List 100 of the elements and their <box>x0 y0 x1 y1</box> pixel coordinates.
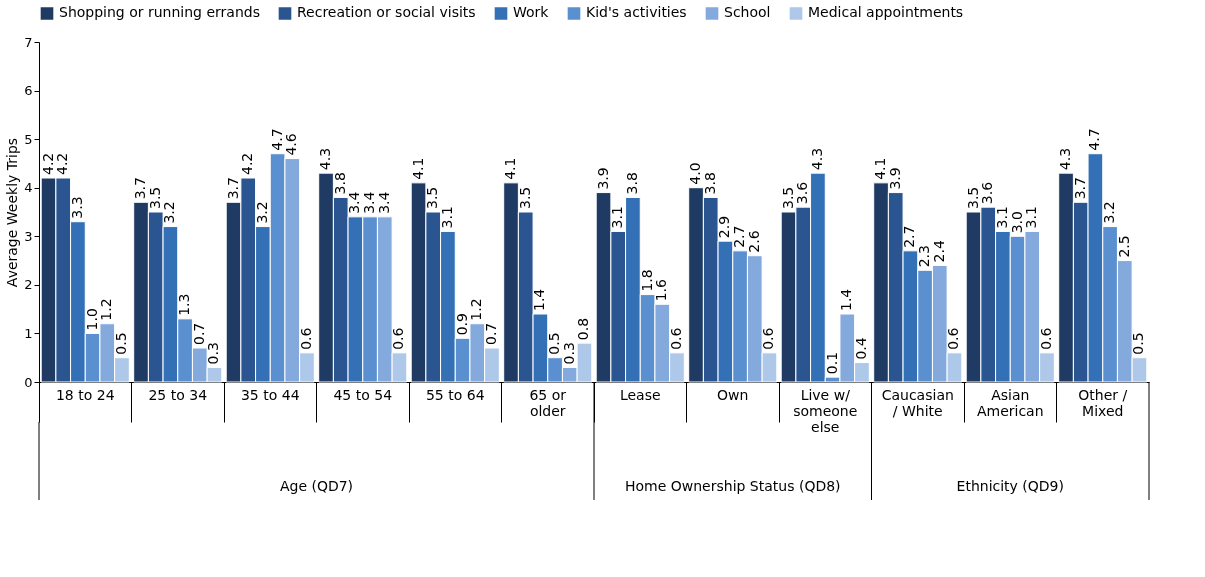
text: 4.1 <box>872 157 889 180</box>
text: 3.5 <box>516 186 533 209</box>
text: 4.7 <box>268 128 285 151</box>
y-axis-title: Average Weekly Trips <box>4 137 21 288</box>
text: 1.3 <box>176 293 193 316</box>
text: 3.1 <box>609 206 626 229</box>
text: 0.6 <box>667 327 684 350</box>
text: 3.2 <box>1101 201 1118 224</box>
text: 2.4 <box>930 240 947 263</box>
text: 3.9 <box>594 167 611 190</box>
text: 3.9 <box>886 167 903 190</box>
text: 0.9 <box>453 313 470 336</box>
y-tick-label: 6 <box>24 83 33 99</box>
text: 4.1 <box>502 157 519 180</box>
text: 3.4 <box>375 191 392 214</box>
text: 3.4 <box>346 191 363 214</box>
text: 0.8 <box>575 317 592 341</box>
x-tick-label: Lease <box>619 386 661 403</box>
text: 0.4 <box>852 337 869 360</box>
text: 3.6 <box>979 181 996 205</box>
text: 0.6 <box>297 327 314 350</box>
text: 3.5 <box>424 186 441 209</box>
text: 3.5 <box>146 186 163 209</box>
text: 0.6 <box>945 327 962 350</box>
legend-label: Shopping or running errands <box>59 4 260 21</box>
text: 3.7 <box>224 177 241 200</box>
text: 3.2 <box>253 201 270 224</box>
text: 2.7 <box>901 225 918 248</box>
text: 3.1 <box>993 206 1010 229</box>
y-tick-label: 1 <box>24 325 33 341</box>
text: 0.3 <box>205 342 222 365</box>
text: 4.6 <box>283 133 300 156</box>
text: 4.1 <box>409 157 426 180</box>
text: 3.1 <box>438 206 455 229</box>
text: 4.3 <box>808 147 825 171</box>
text: 1.0 <box>83 308 100 331</box>
text: Ethnicity (QD9) <box>956 478 1064 494</box>
x-tick-label: 35 to 44 <box>240 386 300 403</box>
y-tick-label: 7 <box>24 34 33 50</box>
text: 2.3 <box>916 245 933 268</box>
text: 0.1 <box>823 351 840 375</box>
legend-label: Medical appointments <box>808 4 964 21</box>
text: 0.5 <box>546 332 563 355</box>
text: 0.6 <box>390 327 407 350</box>
text: 3.8 <box>623 172 640 195</box>
x-tick-label: 25 to 34 <box>148 386 208 403</box>
x-tick-label: 45 to 54 <box>333 386 393 403</box>
text: 1.4 <box>531 288 548 311</box>
text: Home Ownership Status (QD8) <box>624 478 841 494</box>
text: 0.5 <box>1130 332 1147 355</box>
text: 3.7 <box>132 177 149 200</box>
text: 0.6 <box>1037 327 1054 350</box>
text: 4.2 <box>54 152 71 175</box>
text: 3.4 <box>361 191 378 214</box>
x-tick-label: Live w/ someone else <box>793 386 858 435</box>
text: 1.8 <box>638 269 655 292</box>
y-tick-label: 4 <box>24 180 33 196</box>
text: 0.7 <box>482 322 499 345</box>
y-tick-label: 3 <box>24 228 33 244</box>
text: 4.3 <box>1057 147 1074 171</box>
text: 3.7 <box>1071 177 1088 200</box>
legend-label: Work <box>513 4 550 21</box>
text: 3.8 <box>701 172 718 195</box>
legend-label: School <box>724 4 771 21</box>
x-tick-label: Asian American <box>976 386 1044 419</box>
text: 1.4 <box>838 288 855 311</box>
text: Age (QD7) <box>279 478 354 494</box>
y-tick-label: 5 <box>24 131 33 147</box>
text: 3.3 <box>68 196 85 219</box>
text: 3.0 <box>1008 211 1025 234</box>
text: 0.6 <box>760 327 777 350</box>
y-tick-label: 0 <box>24 374 33 390</box>
x-tick-label: Own <box>717 386 749 403</box>
text: 2.7 <box>731 225 748 248</box>
text: 4.2 <box>39 152 56 175</box>
text: 4.2 <box>239 152 256 175</box>
text: 4.0 <box>687 162 704 185</box>
text: 1.2 <box>468 298 485 321</box>
x-tick-label: 18 to 24 <box>55 386 115 403</box>
text: 1.2 <box>98 298 115 321</box>
y-tick-label: 2 <box>24 277 33 293</box>
text: 4.3 <box>317 147 334 171</box>
legend-label: Recreation or social visits <box>297 4 476 21</box>
text: 0.5 <box>112 332 129 355</box>
text: 2.6 <box>745 230 762 253</box>
text: 0.3 <box>560 342 577 365</box>
text: 4.7 <box>1086 128 1103 151</box>
text: 3.8 <box>331 172 348 195</box>
text: 0.7 <box>190 322 207 345</box>
x-tick-label: Other / Mixed <box>1078 386 1128 419</box>
text: 2.5 <box>1115 235 1132 258</box>
text: 3.5 <box>779 186 796 209</box>
text: 3.6 <box>794 181 811 205</box>
legend-label: Kid's activities <box>586 4 687 21</box>
x-tick-label: 65 or older <box>529 386 567 419</box>
x-tick-label: 55 to 64 <box>425 386 485 403</box>
text: 1.6 <box>653 279 670 302</box>
text: 2.9 <box>716 215 733 239</box>
x-tick-label: Caucasian / White <box>881 386 954 419</box>
text: 3.5 <box>964 186 981 209</box>
